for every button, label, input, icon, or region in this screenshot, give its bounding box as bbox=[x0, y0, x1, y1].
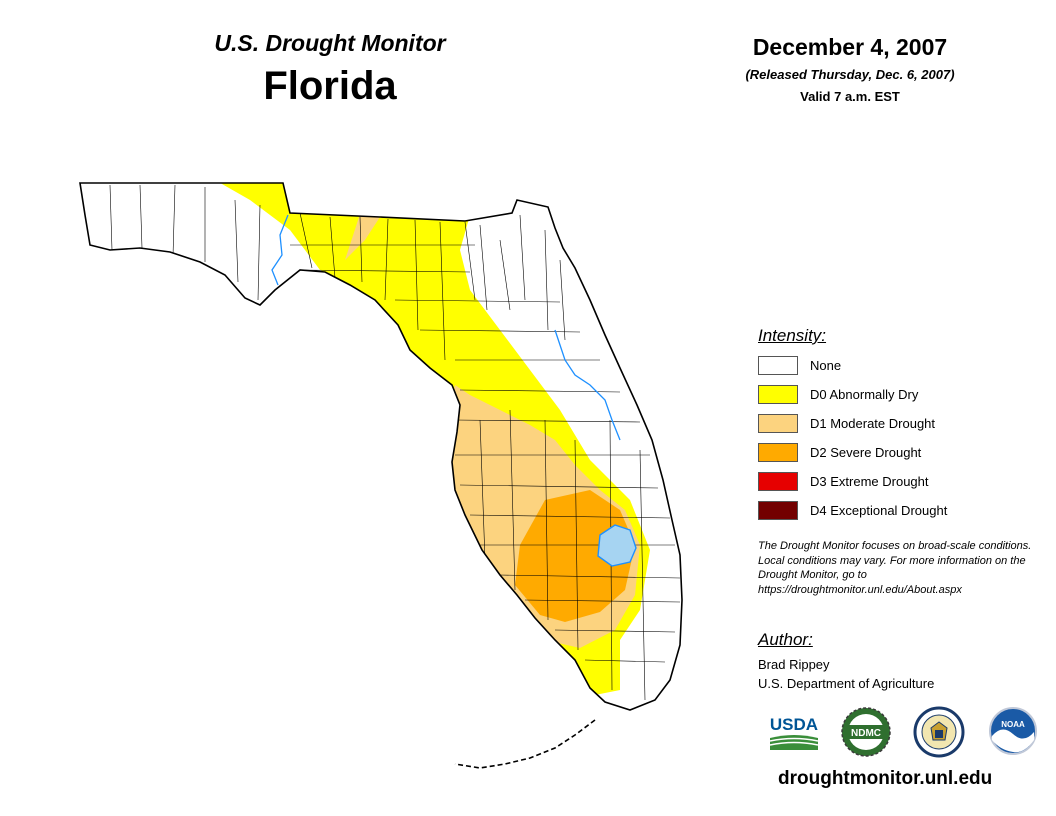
legend-label: D3 Extreme Drought bbox=[810, 474, 929, 489]
state-title: Florida bbox=[263, 64, 397, 108]
release-date: (Released Thursday, Dec. 6, 2007) bbox=[745, 67, 955, 82]
legend-heading: Intensity: bbox=[758, 326, 827, 345]
legend-swatch bbox=[758, 443, 798, 462]
coastline-outline bbox=[79, 182, 683, 711]
monitor-title: U.S. Drought Monitor bbox=[214, 30, 446, 56]
noaa-logo: NOAA bbox=[989, 707, 1037, 755]
legend-label: None bbox=[810, 358, 842, 373]
county-boundaries bbox=[109, 184, 681, 701]
ndmc-logo-text: NDMC bbox=[851, 728, 881, 739]
d2-severe-drought-area bbox=[515, 490, 635, 622]
usda-logo-text: USDA bbox=[770, 715, 818, 734]
legend-swatch bbox=[758, 472, 798, 491]
noaa-logo-text: NOAA bbox=[1001, 720, 1025, 729]
usda-logo: USDA bbox=[769, 715, 819, 750]
rivers bbox=[271, 214, 621, 441]
legend-label: D0 Abnormally Dry bbox=[810, 387, 919, 402]
website-url[interactable]: droughtmonitor.unl.edu bbox=[778, 768, 993, 789]
author-heading: Author: bbox=[758, 630, 813, 649]
legend-label: D4 Exceptional Drought bbox=[810, 503, 948, 518]
legend-swatch bbox=[758, 501, 798, 520]
commerce-seal-logo bbox=[913, 706, 965, 758]
legend-label: D2 Severe Drought bbox=[810, 445, 922, 460]
author-organization: U.S. Department of Agriculture bbox=[758, 676, 935, 691]
disclaimer-text: The Drought Monitor focuses on broad-sca… bbox=[758, 540, 1032, 596]
legend-swatch bbox=[758, 414, 798, 433]
map-date: December 4, 2007 bbox=[752, 34, 948, 60]
lake-okeechobee bbox=[597, 524, 637, 567]
legend-swatch bbox=[758, 385, 798, 404]
florida-keys bbox=[454, 719, 596, 769]
ndmc-logo: NDMC bbox=[841, 707, 891, 757]
valid-time: Valid 7 a.m. EST bbox=[800, 89, 900, 104]
legend-label: D1 Moderate Drought bbox=[810, 416, 936, 431]
legend-swatch bbox=[758, 356, 798, 375]
author-name: Brad Rippey bbox=[758, 657, 830, 672]
florida-drought-map bbox=[79, 182, 683, 769]
